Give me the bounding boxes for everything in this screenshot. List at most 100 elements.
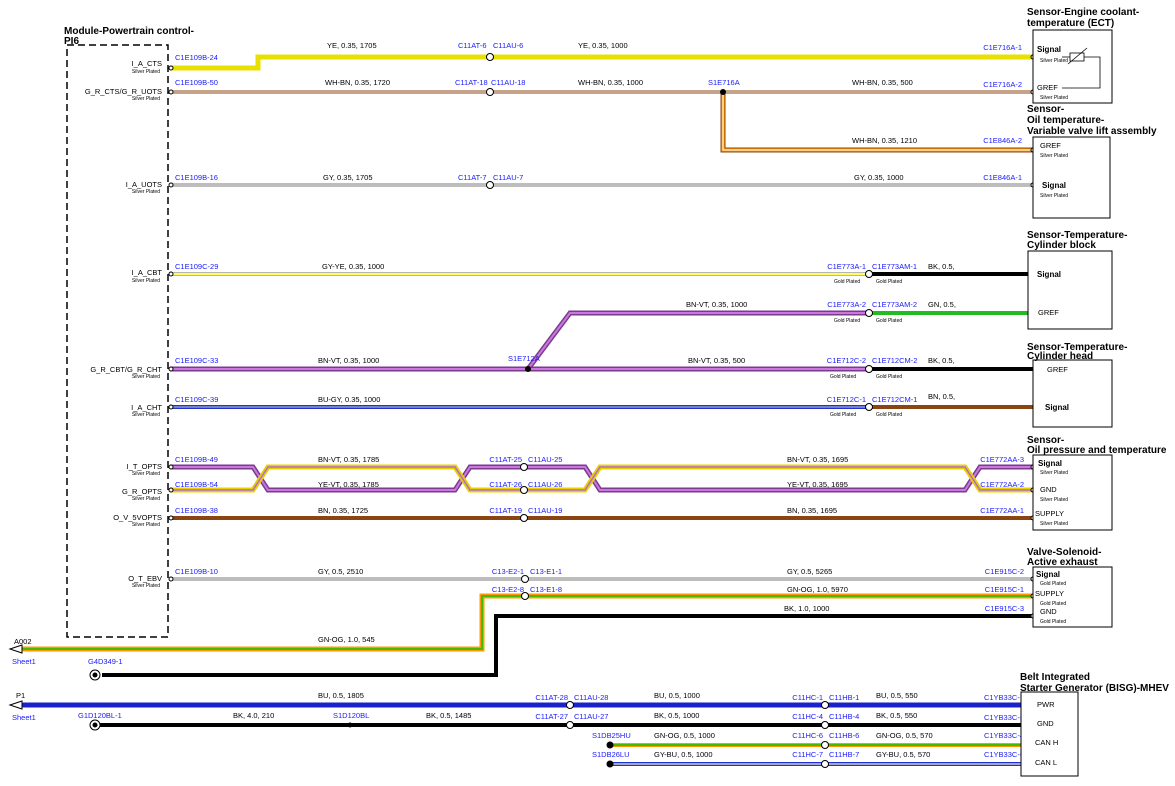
svg-text:C11AU-7: C11AU-7	[493, 173, 523, 182]
wire-bn-vt-opts-signal[interactable]	[170, 464, 1033, 493]
svg-text:Gold Plated: Gold Plated	[1040, 601, 1066, 607]
svg-text:PWR: PWR	[1037, 700, 1055, 709]
svg-text:C11AT-25: C11AT-25	[489, 455, 522, 464]
svg-text:C11AU-6: C11AU-6	[493, 41, 523, 50]
component-ect-sensor[interactable]: Sensor-Engine coolant- temperature (ECT)…	[1027, 7, 1139, 104]
svg-text:S1D120BL: S1D120BL	[333, 711, 369, 720]
svg-text:Silver Plated: Silver Plated	[132, 374, 160, 380]
svg-text:WH-BN, 0.35, 1720: WH-BN, 0.35, 1720	[325, 78, 390, 87]
svg-text:C1E915C-2: C1E915C-2	[985, 567, 1024, 576]
sheet-ref-a002[interactable]: A002	[14, 637, 32, 646]
svg-text:C1E716A-2: C1E716A-2	[983, 80, 1022, 89]
svg-text:C1E109B-54: C1E109B-54	[175, 480, 218, 489]
sheet-ref-p1[interactable]: P1	[16, 691, 25, 700]
inline-connectors	[486, 53, 873, 768]
component-cylinder-block-sensor[interactable]: Sensor-Temperature- Cylinder block Signa…	[1027, 230, 1127, 330]
svg-text:C1E109B-10: C1E109B-10	[175, 567, 218, 576]
wire-ye-cts[interactable]	[170, 54, 1033, 71]
svg-text:BN, 0.5,: BN, 0.5,	[928, 392, 955, 401]
svg-text:C11AT-27: C11AT-27	[535, 712, 568, 721]
svg-text:BK, 0.5, 1485: BK, 0.5, 1485	[426, 711, 471, 720]
svg-text:BN-VT, 0.35, 500: BN-VT, 0.35, 500	[688, 356, 745, 365]
svg-text:YE-VT, 0.35, 1695: YE-VT, 0.35, 1695	[787, 480, 848, 489]
svg-text:C13-E2-1: C13-E2-1	[492, 567, 524, 576]
svg-text:C1E846A-2: C1E846A-2	[983, 136, 1022, 145]
svg-text:GN-OG, 0.5, 1000: GN-OG, 0.5, 1000	[654, 731, 715, 740]
svg-text:Starter Generator (BISG)-MHEV: Starter Generator (BISG)-MHEV	[1020, 683, 1169, 694]
wire-wh-bn-gref[interactable]	[170, 90, 1033, 153]
signal-g-r-cbt-cht: G_R_CBT/G_R_CHT	[90, 365, 162, 374]
svg-text:Gold Plated: Gold Plated	[876, 279, 902, 285]
svg-text:BK, 0.5,: BK, 0.5,	[928, 356, 955, 365]
svg-text:C1E772AA-3: C1E772AA-3	[980, 455, 1024, 464]
svg-text:WH-BN, 0.35, 500: WH-BN, 0.35, 500	[852, 78, 913, 87]
svg-text:WH-BN, 0.35, 1000: WH-BN, 0.35, 1000	[578, 78, 643, 87]
wire-bk-ebv-gnd[interactable]	[102, 614, 1033, 677]
svg-text:Variable valve lift assembly: Variable valve lift assembly	[1027, 126, 1157, 137]
svg-text:C1E773AM-1: C1E773AM-1	[872, 262, 917, 271]
svg-text:BU-GY, 0.35, 1000: BU-GY, 0.35, 1000	[318, 395, 380, 404]
svg-text:Silver Plated: Silver Plated	[1040, 95, 1068, 101]
svg-text:C11AT-7: C11AT-7	[458, 173, 486, 182]
wire-bn-vt-cbt-gref[interactable]	[526, 310, 1028, 371]
component-oil-pressure-temp-sensor[interactable]: Sensor- Oil pressure and temperature Sig…	[1027, 435, 1167, 531]
signal-o-v-5vopts: O_V_5VOPTS	[113, 513, 162, 522]
svg-text:C1YB33C-4: C1YB33C-4	[984, 731, 1024, 740]
wire-ye-vt-opts-gnd[interactable]	[170, 464, 1033, 493]
pin-markers	[168, 54, 1036, 767]
svg-text:BN, 0.35, 1725: BN, 0.35, 1725	[318, 506, 368, 515]
splice-points	[347, 89, 726, 768]
svg-text:GY, 0.5, 5265: GY, 0.5, 5265	[787, 567, 832, 576]
svg-text:CAN H: CAN H	[1035, 738, 1058, 747]
svg-text:C1E109B-50: C1E109B-50	[175, 78, 218, 87]
svg-text:C13-E1-1: C13-E1-1	[530, 567, 562, 576]
svg-text:Belt Integrated: Belt Integrated	[1020, 672, 1090, 683]
svg-text:GREF: GREF	[1037, 83, 1058, 92]
svg-text:GND: GND	[1037, 719, 1054, 728]
svg-text:C1E773AM-2: C1E773AM-2	[872, 300, 917, 309]
svg-text:C11AT-6: C11AT-6	[458, 41, 486, 50]
svg-text:GY-YE, 0.35, 1000: GY-YE, 0.35, 1000	[322, 262, 384, 271]
svg-text:C1E109B-16: C1E109B-16	[175, 173, 218, 182]
module-subtitle: PI6	[64, 36, 79, 47]
svg-text:C11AU-25: C11AU-25	[528, 455, 562, 464]
svg-text:GN-OG, 0.5, 570: GN-OG, 0.5, 570	[876, 731, 933, 740]
svg-text:S1E716A: S1E716A	[708, 78, 740, 87]
svg-text:C1E712CM-2: C1E712CM-2	[872, 356, 917, 365]
wire-gn-og-ebv-supply[interactable]	[22, 593, 1033, 652]
svg-text:Sheet1[interactable]: Sheet1	[12, 657, 36, 666]
svg-text:GREF: GREF	[1038, 308, 1059, 317]
svg-text:YE, 0.35, 1705: YE, 0.35, 1705	[327, 41, 377, 50]
svg-text:Silver Plated: Silver Plated	[1040, 193, 1068, 199]
svg-text:Signal: Signal	[1045, 403, 1069, 412]
signal-o-t-ebv: O_T_EBV	[128, 574, 162, 583]
svg-text:C1E109B-49: C1E109B-49	[175, 455, 218, 464]
signal-i-a-uots: I_A_UOTS	[126, 180, 162, 189]
svg-text:Gold Plated: Gold Plated	[876, 318, 902, 324]
thermistor-icon	[1062, 47, 1101, 89]
svg-text:CAN L: CAN L	[1035, 758, 1057, 767]
svg-text:C1YB33C-1: C1YB33C-1	[984, 693, 1024, 702]
component-oil-temp-vvl-sensor[interactable]: Sensor- Oil temperature- Variable valve …	[1027, 104, 1157, 219]
svg-text:YE-VT, 0.35, 1785: YE-VT, 0.35, 1785	[318, 480, 379, 489]
svg-text:BU, 0.5, 1000: BU, 0.5, 1000	[654, 691, 700, 700]
component-bisg[interactable]: Belt Integrated Starter Generator (BISG)…	[1020, 672, 1169, 777]
svg-text:Sensor-Engine coolant-: Sensor-Engine coolant-	[1027, 7, 1139, 18]
component-cylinder-head-sensor[interactable]: Sensor-Temperature- Cylinder head GREF S…	[1027, 342, 1127, 428]
svg-text:C11AU-19: C11AU-19	[528, 506, 562, 515]
signal-i-a-cbt: I_A_CBT	[132, 268, 163, 277]
signal-i-t-opts: I_T_OPTS	[127, 462, 162, 471]
svg-text:Cylinder block: Cylinder block	[1027, 240, 1096, 251]
svg-text:Valve-Solenoid-: Valve-Solenoid-	[1027, 547, 1101, 558]
component-active-exhaust-valve[interactable]: Valve-Solenoid- Active exhaust Signal Go…	[1027, 547, 1113, 628]
svg-text:WH-BN, 0.35, 1210: WH-BN, 0.35, 1210	[852, 136, 917, 145]
svg-text:C1E846A-1: C1E846A-1	[983, 173, 1022, 182]
sheet-arrow-icon[interactable]	[8, 644, 23, 710]
svg-text:C1E915C-1: C1E915C-1	[985, 585, 1024, 594]
svg-text:C1E773A-1: C1E773A-1	[827, 262, 866, 271]
svg-text:Sheet1[interactable]: Sheet1	[12, 713, 36, 722]
svg-text:BK, 1.0, 1000: BK, 1.0, 1000	[784, 604, 829, 613]
svg-text:GREF: GREF	[1040, 141, 1061, 150]
svg-text:Silver Plated: Silver Plated	[132, 278, 160, 284]
